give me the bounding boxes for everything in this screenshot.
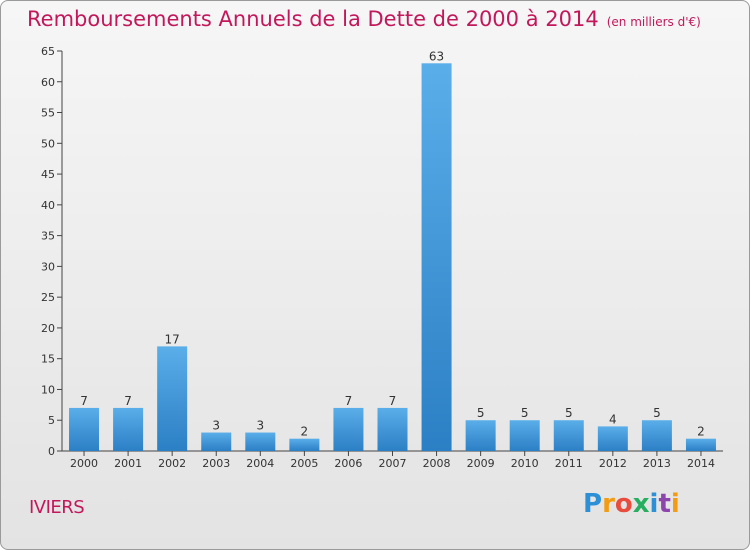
x-tick-label: 2012 [599, 457, 627, 470]
x-tick-label: 2010 [511, 457, 539, 470]
x-tick-label: 2004 [246, 457, 274, 470]
bar-2010 [509, 420, 540, 451]
y-tick-label: 50 [41, 137, 55, 150]
x-tick-label: 2013 [643, 457, 671, 470]
bar-2001 [113, 407, 144, 451]
bar-2012 [597, 426, 628, 451]
y-tick-label: 25 [41, 291, 55, 304]
data-label: 5 [477, 406, 485, 420]
y-tick-label: 35 [41, 230, 55, 243]
chart-subtitle: (en milliers d'€) [606, 15, 701, 29]
bar-2003 [201, 432, 232, 451]
y-tick-label: 10 [41, 383, 55, 396]
bar-2000 [69, 407, 100, 451]
x-tick-label: 2009 [467, 457, 495, 470]
data-label: 7 [124, 394, 132, 408]
commune-name: IVIERS [29, 497, 85, 518]
y-tick-label: 40 [41, 199, 55, 212]
data-label: 17 [165, 332, 180, 346]
y-tick-label: 65 [41, 45, 55, 58]
x-tick-label: 2008 [423, 457, 451, 470]
data-label: 3 [212, 419, 220, 433]
x-tick-label: 2001 [114, 457, 142, 470]
x-tick-label: 2006 [334, 457, 362, 470]
data-label: 63 [429, 49, 444, 63]
bar-2007 [377, 407, 408, 451]
x-tick-label: 2011 [555, 457, 583, 470]
bar-2006 [333, 407, 364, 451]
data-label: 3 [256, 419, 264, 433]
bar-2013 [641, 420, 672, 451]
bar-2008 [421, 63, 452, 452]
x-tick-label: 2000 [70, 457, 98, 470]
data-label: 7 [345, 394, 353, 408]
data-label: 7 [389, 394, 397, 408]
data-label: 5 [565, 406, 573, 420]
bar-2011 [553, 420, 584, 451]
chart-labels: 2000 7 2001 7 2002 17 2003 3 2004 3 2005 2 2006 7 2007… [70, 49, 715, 470]
x-tick-label: 2002 [158, 457, 186, 470]
y-tick-label: 55 [41, 107, 55, 120]
bar-2004 [245, 432, 276, 451]
y-tick-label: 5 [48, 414, 55, 427]
bar-2005 [289, 438, 320, 451]
data-label: 4 [609, 412, 617, 426]
bar-2002 [157, 346, 188, 451]
chart-title-text: Remboursements Annuels de la Dette de 20… [27, 7, 599, 31]
data-label: 2 [301, 425, 309, 439]
chart-title: Remboursements Annuels de la Dette de 20… [27, 7, 701, 31]
data-label: 7 [80, 394, 88, 408]
bar-2009 [465, 420, 496, 451]
y-tick-label: 20 [41, 322, 55, 335]
y-tick-label: 0 [48, 445, 55, 458]
data-label: 5 [521, 406, 529, 420]
bar-2014 [685, 438, 716, 451]
x-tick-label: 2003 [202, 457, 230, 470]
data-label: 2 [697, 425, 705, 439]
y-tick-label: 30 [41, 260, 55, 273]
chart-bars [69, 63, 716, 452]
y-tick-label: 15 [41, 353, 55, 366]
x-tick-label: 2005 [290, 457, 318, 470]
y-tick-label: 45 [41, 168, 55, 181]
y-tick-label: 60 [41, 76, 55, 89]
proxiti-logo[interactable]: Proxiti [583, 489, 680, 519]
x-tick-label: 2014 [687, 457, 715, 470]
data-label: 5 [653, 406, 661, 420]
x-tick-label: 2007 [379, 457, 407, 470]
